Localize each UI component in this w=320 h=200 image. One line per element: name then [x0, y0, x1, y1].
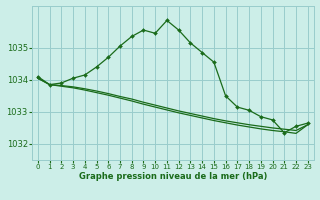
- X-axis label: Graphe pression niveau de la mer (hPa): Graphe pression niveau de la mer (hPa): [79, 172, 267, 181]
